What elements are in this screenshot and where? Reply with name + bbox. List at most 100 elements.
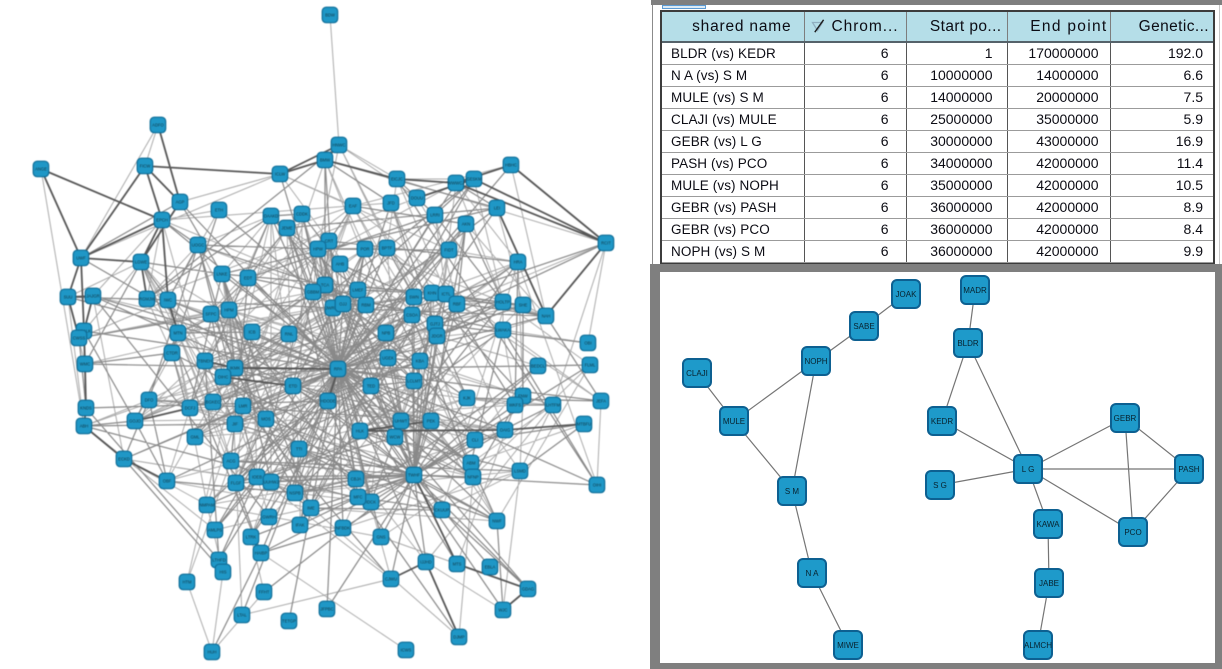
svg-text:JDGR: JDGR [431, 334, 442, 339]
svg-text:AMLPS: AMLPS [208, 528, 222, 533]
svg-text:SWN: SWN [409, 295, 419, 300]
svg-text:KJK: KJK [463, 396, 471, 401]
svg-text:HAIBP: HAIBP [255, 551, 268, 556]
svg-text:LTAL: LTAL [237, 613, 247, 618]
svg-text:GWRH: GWRH [262, 515, 275, 520]
svg-text:UWF: UWF [76, 256, 86, 261]
svg-text:GML: GML [190, 435, 200, 440]
svg-text:AKN: AKN [462, 222, 471, 227]
svg-text:KAWA: KAWA [1037, 520, 1061, 529]
svg-text:RNL: RNL [285, 332, 294, 337]
svg-text:CBJA: CBJA [351, 477, 362, 482]
svg-text:HTM: HTM [182, 580, 192, 585]
svg-text:SABE: SABE [853, 322, 874, 331]
svg-text:LMR: LMR [239, 404, 248, 409]
svg-text:MIWE: MIWE [837, 641, 859, 650]
svg-text:AHB: AHB [336, 262, 345, 267]
svg-text:WKFS: WKFS [509, 403, 521, 408]
svg-text:KHN: KHN [428, 291, 437, 296]
svg-text:JAJGR: JAJGR [86, 294, 99, 299]
svg-text:OIHI: OIHI [593, 483, 602, 488]
svg-text:WMC: WMC [80, 362, 90, 367]
svg-text:IJJHD: IJJHD [420, 560, 431, 565]
svg-text:OBI: OBI [584, 341, 591, 346]
svg-text:JFPBC: JFPBC [320, 607, 333, 612]
svg-text:UUHWJ: UUHWJ [263, 480, 278, 485]
svg-text:ICTL: ICTL [441, 292, 451, 297]
svg-text:CJWU: CJWU [385, 577, 397, 582]
svg-text:LTHFD: LTHFD [212, 558, 225, 563]
svg-text:GJTJ: GJTJ [430, 322, 440, 327]
svg-text:EPCH: EPCH [156, 218, 168, 223]
svg-text:FICW: FICW [140, 164, 151, 169]
svg-text:ACG: ACG [226, 459, 235, 464]
svg-text:HDODE: HDODE [320, 399, 335, 404]
svg-text:KNDS: KNDS [80, 406, 92, 411]
svg-text:ANGE: ANGE [35, 167, 47, 172]
svg-text:CWSS: CWSS [73, 336, 86, 341]
svg-text:OBF: OBF [163, 479, 172, 484]
svg-text:UOGC: UOGC [192, 243, 205, 248]
svg-text:PEK: PEK [427, 419, 436, 424]
svg-text:EBLA: EBLA [485, 565, 496, 570]
svg-text:EDT: EDT [244, 276, 253, 281]
svg-text:ICB: ICB [249, 330, 256, 335]
svg-text:RPA: RPA [334, 367, 343, 372]
svg-text:LEI: LEI [494, 206, 500, 211]
svg-text:SFPC: SFPC [205, 312, 216, 317]
svg-text:NMPAM: NMPAM [199, 503, 215, 508]
svg-text:CRT: CRT [325, 239, 334, 244]
svg-text:OJJ: OJJ [339, 302, 346, 307]
svg-text:MOS: MOS [261, 417, 271, 422]
svg-text:ALMCH: ALMCH [1024, 641, 1052, 650]
svg-text:WCW: WCW [390, 435, 401, 440]
svg-text:HPM: HPM [224, 308, 234, 313]
svg-text:ABM: ABM [466, 461, 476, 466]
svg-text:EAF: EAF [349, 204, 358, 209]
svg-text:NAH: NAH [542, 314, 551, 319]
svg-text:HNWC: HNWC [332, 143, 345, 148]
svg-text:LRRI: LRRI [430, 213, 440, 218]
svg-text:NFBDK: NFBDK [336, 526, 350, 531]
svg-text:TETGP: TETGP [282, 619, 296, 624]
svg-text:MADR: MADR [963, 286, 987, 295]
svg-text:N A: N A [806, 569, 820, 578]
svg-text:PCO: PCO [1124, 528, 1141, 537]
svg-text:GEBR: GEBR [1114, 414, 1137, 423]
svg-text:DCFJ: DCFJ [185, 406, 196, 411]
svg-text:GESKM: GESKM [466, 177, 482, 182]
svg-text:JFD: JFD [387, 201, 395, 206]
svg-text:CSOA: CSOA [406, 313, 418, 318]
svg-text:CDDK: CDDK [296, 212, 308, 217]
svg-text:IME: IME [307, 506, 315, 511]
svg-text:TBNEH: TBNEH [198, 359, 212, 364]
svg-text:GNS: GNS [376, 535, 385, 540]
svg-text:PASH: PASH [1178, 465, 1199, 474]
svg-text:HOLTP: HOLTP [496, 300, 510, 305]
svg-text:ETH: ETH [215, 208, 223, 213]
svg-text:ICWS: ICWS [401, 648, 412, 653]
svg-text:HRA: HRA [514, 260, 523, 265]
svg-text:MTN: MTN [173, 331, 182, 336]
svg-text:GOJO: GOJO [129, 419, 142, 424]
svg-text:MULE: MULE [723, 417, 745, 426]
svg-text:EICJC: EICJC [391, 177, 403, 182]
svg-text:HBHC: HBHC [505, 163, 517, 168]
svg-text:MFC: MFC [353, 495, 362, 500]
svg-text:NPB: NPB [382, 331, 391, 336]
svg-text:GBBM: GBBM [307, 290, 320, 295]
svg-text:FIDT: FIDT [444, 248, 454, 253]
svg-text:TWHF: TWHF [408, 473, 421, 478]
svg-text:LTRK: LTRK [246, 535, 257, 540]
svg-text:LNKE: LNKE [217, 272, 228, 277]
svg-text:TCA: TCA [321, 283, 330, 288]
svg-text:IKMK: IKMK [230, 366, 240, 371]
svg-text:BPTF: BPTF [382, 246, 393, 251]
svg-text:KBA: KBA [416, 359, 425, 364]
svg-text:ICLW: ICLW [275, 172, 285, 177]
svg-text:S G: S G [933, 481, 947, 490]
svg-text:BDW: BDW [325, 13, 335, 18]
svg-text:BMW: BMW [320, 158, 330, 163]
svg-text:POR: POR [360, 247, 369, 252]
svg-text:NFNP: NFNP [467, 475, 479, 480]
